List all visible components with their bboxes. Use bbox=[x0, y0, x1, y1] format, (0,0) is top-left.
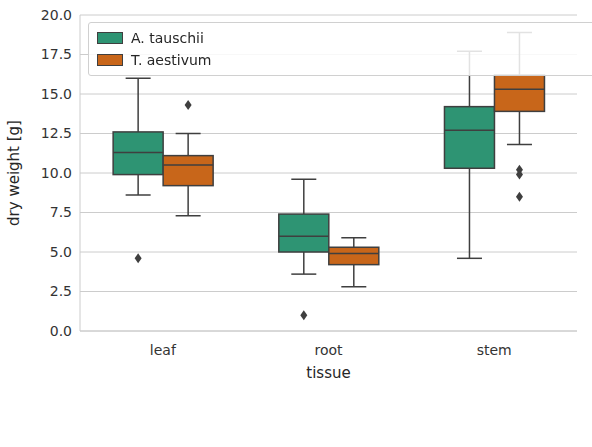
svg-text:leaf: leaf bbox=[150, 342, 177, 358]
svg-text:20.0: 20.0 bbox=[41, 7, 72, 23]
html-text:A. tauschii: A. tauschii bbox=[131, 30, 204, 46]
svg-text:5.0: 5.0 bbox=[50, 244, 72, 260]
svg-text:0.0: 0.0 bbox=[50, 323, 72, 339]
html-text:T. aestivum: T. aestivum bbox=[131, 52, 212, 68]
svg-text:stem: stem bbox=[477, 342, 512, 358]
svg-text:tissue: tissue bbox=[306, 364, 350, 382]
svg-text:17.5: 17.5 bbox=[41, 46, 72, 62]
svg-text:12.5: 12.5 bbox=[41, 125, 72, 141]
svg-text:dry weight [g]: dry weight [g] bbox=[8, 120, 23, 226]
svg-text:7.5: 7.5 bbox=[50, 204, 72, 220]
svg-text:2.5: 2.5 bbox=[50, 283, 72, 299]
svg-text:10.0: 10.0 bbox=[41, 165, 72, 181]
svg-text:root: root bbox=[314, 342, 343, 358]
svg-text:15.0: 15.0 bbox=[41, 86, 72, 102]
